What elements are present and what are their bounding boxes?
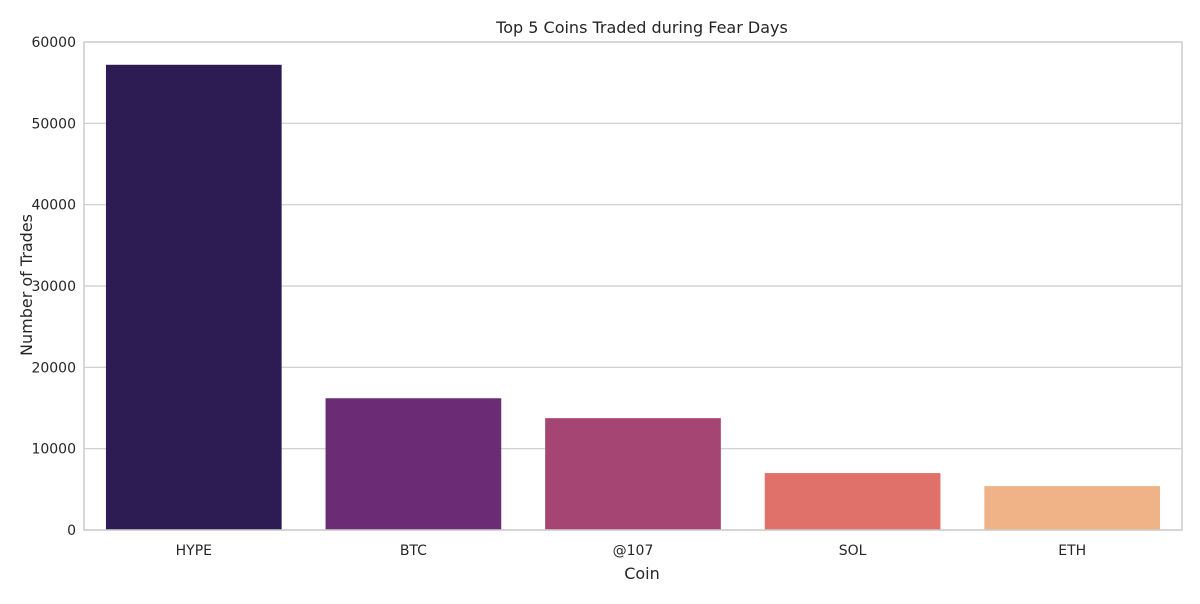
chart-title: Top 5 Coins Traded during Fear Days bbox=[495, 18, 788, 37]
y-tick-label: 30000 bbox=[31, 279, 76, 295]
y-tick-label: 40000 bbox=[31, 198, 76, 214]
y-tick-label: 50000 bbox=[31, 116, 76, 132]
x-tick-label: BTC bbox=[400, 543, 427, 559]
y-tick-label: 10000 bbox=[31, 442, 76, 458]
bars bbox=[105, 64, 1161, 531]
bar-btc bbox=[325, 398, 502, 530]
bar-eth bbox=[984, 486, 1161, 530]
y-tick-label: 60000 bbox=[31, 35, 76, 51]
bar-hype bbox=[105, 64, 282, 531]
y-tick-label: 0 bbox=[67, 523, 76, 539]
bar-107 bbox=[545, 418, 721, 530]
x-tick-label: ETH bbox=[1058, 543, 1086, 559]
x-axis-label: Coin bbox=[624, 564, 660, 583]
y-axis-label: Number of Trades bbox=[17, 214, 36, 356]
x-tick-label: HYPE bbox=[176, 543, 212, 559]
plot-frame bbox=[83, 41, 1183, 531]
bar-sol bbox=[764, 473, 941, 530]
y-tick-labels: 0 10000 20000 30000 40000 50000 60000 bbox=[31, 35, 76, 539]
y-tick-label: 20000 bbox=[31, 360, 76, 376]
x-tick-label: @107 bbox=[613, 543, 654, 559]
x-tick-labels: HYPE BTC @107 SOL ETH bbox=[176, 543, 1087, 559]
x-tick-label: SOL bbox=[839, 543, 867, 559]
